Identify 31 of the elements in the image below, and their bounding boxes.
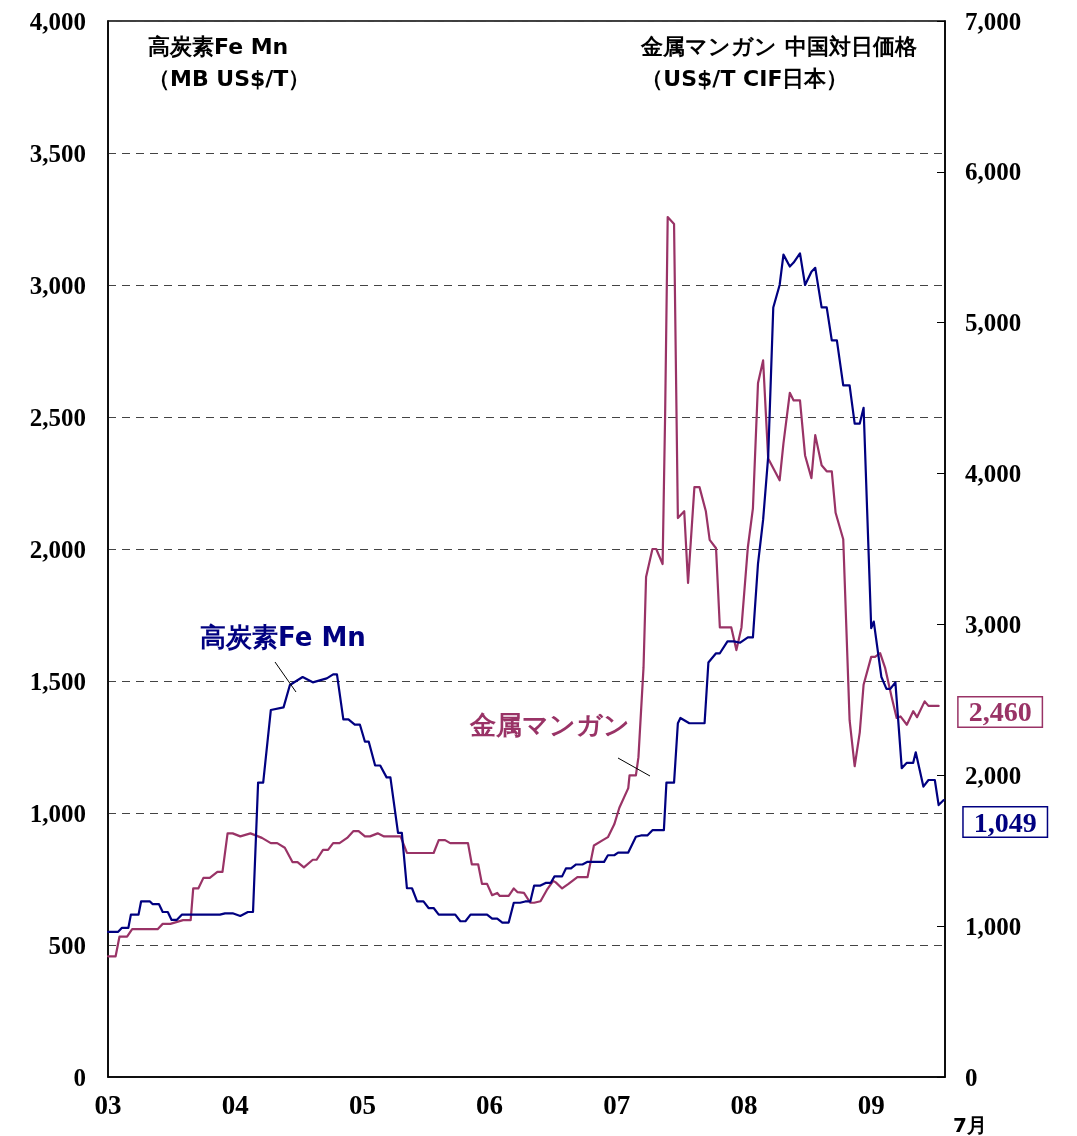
x-tick-label: 09 bbox=[857, 1089, 885, 1120]
y2-tick-label: 4,000 bbox=[965, 460, 1022, 488]
y-tick-label: 0 bbox=[73, 1063, 86, 1091]
y2-tick-label: 6,000 bbox=[965, 158, 1022, 186]
data-label: 2,460 bbox=[968, 696, 1032, 728]
x-tick-label: 05 bbox=[348, 1089, 376, 1120]
x-tick-label: 04 bbox=[221, 1089, 249, 1120]
series-label: 高炭素Fe Mn bbox=[200, 622, 366, 652]
x-axis-title: 7月 bbox=[953, 1113, 987, 1136]
y-tick-label: 3,000 bbox=[29, 271, 86, 299]
data-label: 1,049 bbox=[973, 806, 1037, 838]
x-tick-label: 07 bbox=[603, 1089, 631, 1120]
y2-axis-title: 金属マンガン 中国対日価格（US$/T CIF日本） bbox=[640, 33, 918, 91]
y2-tick-label: 0 bbox=[965, 1063, 978, 1091]
series-label: 金属マンガン bbox=[469, 710, 630, 740]
y-axis-title: 高炭素Fe Mn（MB US$/T） bbox=[148, 33, 311, 91]
y-tick-label: 3,500 bbox=[29, 139, 86, 167]
y-tick-label: 500 bbox=[48, 931, 86, 959]
x-tick-label: 06 bbox=[476, 1089, 504, 1120]
y-tick-label: 1,500 bbox=[29, 667, 86, 695]
x-tick-label: 08 bbox=[730, 1089, 758, 1120]
y2-tick-label: 7,000 bbox=[965, 7, 1022, 35]
y-tick-label: 4,000 bbox=[29, 7, 86, 35]
y-tick-label: 2,000 bbox=[29, 535, 86, 563]
y-tick-label: 2,500 bbox=[29, 403, 86, 431]
y2-tick-label: 2,000 bbox=[965, 761, 1022, 789]
y2-tick-label: 3,000 bbox=[965, 610, 1022, 638]
y2-tick-label: 1,000 bbox=[965, 912, 1022, 940]
y2-tick-label: 5,000 bbox=[965, 309, 1022, 337]
y-tick-label: 1,000 bbox=[29, 799, 86, 827]
x-tick-label: 03 bbox=[94, 1089, 122, 1120]
